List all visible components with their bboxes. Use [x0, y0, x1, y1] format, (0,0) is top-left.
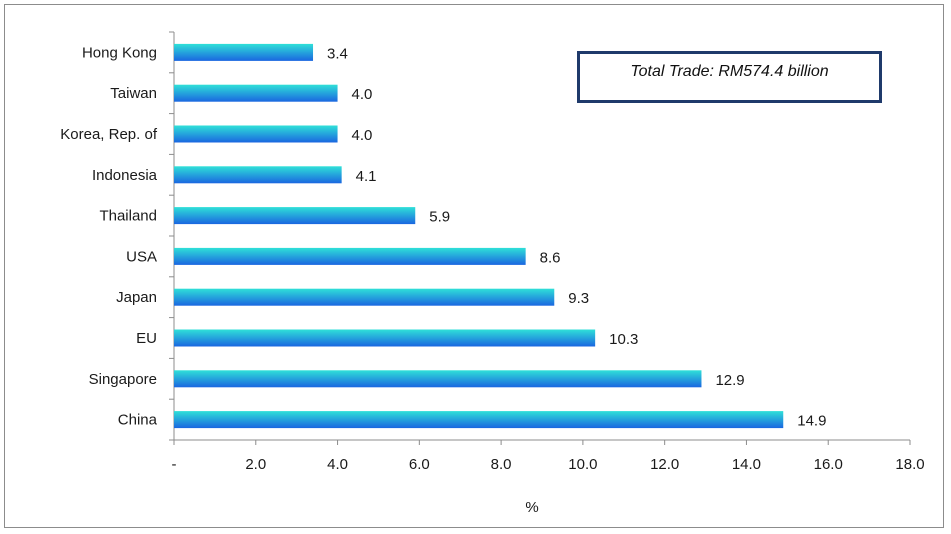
bar [174, 247, 526, 265]
bar [174, 166, 342, 184]
value-label: 4.1 [356, 168, 377, 185]
category-label: EU [136, 330, 157, 347]
x-tick-label: 18.0 [895, 456, 924, 473]
bar [174, 125, 338, 143]
x-tick-label: - [172, 456, 177, 473]
category-label: Singapore [89, 371, 157, 388]
x-tick-label: 12.0 [650, 456, 679, 473]
bar [174, 370, 702, 388]
category-label: Indonesia [92, 167, 158, 184]
value-label: 4.0 [352, 127, 373, 144]
labels: Hong Kong 3.4 Taiwan 4.0 Korea, Rep. of 4.0 In… [60, 44, 826, 429]
category-label: Hong Kong [82, 44, 157, 61]
category-label: Korea, Rep. of [60, 126, 158, 143]
bars [174, 43, 784, 429]
value-label: 3.4 [327, 45, 348, 62]
value-label: 14.9 [797, 413, 826, 430]
value-label: 5.9 [429, 209, 450, 226]
bar [174, 288, 555, 306]
value-label: 9.3 [568, 290, 589, 307]
bar [174, 207, 416, 225]
category-label: Taiwan [110, 85, 157, 102]
category-label: China [118, 412, 158, 429]
value-label: 8.6 [540, 249, 561, 266]
category-label: USA [126, 248, 157, 265]
x-tick-label: 6.0 [409, 456, 430, 473]
value-label: 10.3 [609, 331, 638, 348]
x-tick-label: 10.0 [568, 456, 597, 473]
x-tick-label: 4.0 [327, 456, 348, 473]
bar [174, 411, 784, 429]
category-label: Thailand [99, 208, 157, 225]
value-label: 4.0 [352, 86, 373, 103]
bar [174, 43, 314, 61]
x-tick-label: 8.0 [491, 456, 512, 473]
total-trade-text: Total Trade: RM574.4 billion [630, 63, 829, 80]
bar [174, 84, 338, 102]
bar [174, 329, 596, 347]
value-label: 12.9 [715, 372, 744, 389]
x-tick-label: 16.0 [814, 456, 843, 473]
category-label: Japan [116, 289, 157, 306]
x-axis-title: % [525, 499, 538, 516]
x-tick-label: 14.0 [732, 456, 761, 473]
total-trade-box: Total Trade: RM574.4 billion [577, 51, 882, 103]
x-tick-label: 2.0 [245, 456, 266, 473]
